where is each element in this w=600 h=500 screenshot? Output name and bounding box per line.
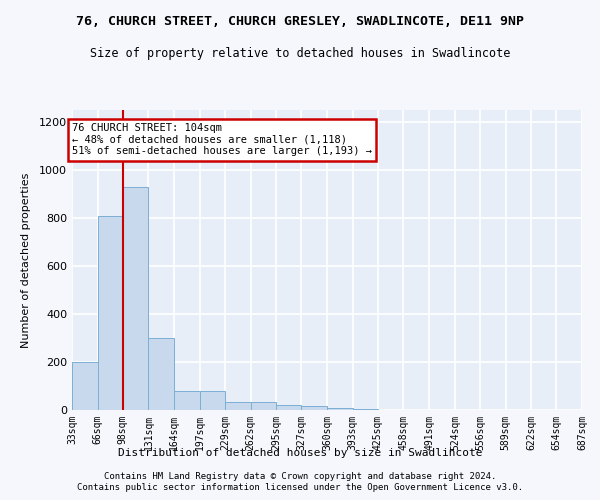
Text: 76 CHURCH STREET: 104sqm
← 48% of detached houses are smaller (1,118)
51% of sem: 76 CHURCH STREET: 104sqm ← 48% of detach… xyxy=(72,123,372,156)
Bar xyxy=(122,187,148,410)
Bar xyxy=(251,402,277,410)
Text: Contains public sector information licensed under the Open Government Licence v3: Contains public sector information licen… xyxy=(77,484,523,492)
Text: Size of property relative to detached houses in Swadlincote: Size of property relative to detached ho… xyxy=(90,48,510,60)
Bar xyxy=(200,391,225,410)
Text: Distribution of detached houses by size in Swadlincote: Distribution of detached houses by size … xyxy=(118,448,482,458)
Bar xyxy=(72,362,98,410)
Bar xyxy=(327,408,353,410)
Text: 76, CHURCH STREET, CHURCH GRESLEY, SWADLINCOTE, DE11 9NP: 76, CHURCH STREET, CHURCH GRESLEY, SWADL… xyxy=(76,15,524,28)
Bar xyxy=(225,402,251,410)
Bar xyxy=(301,406,327,410)
Text: Contains HM Land Registry data © Crown copyright and database right 2024.: Contains HM Land Registry data © Crown c… xyxy=(104,472,496,481)
Bar xyxy=(277,405,301,410)
Bar xyxy=(148,338,174,410)
Bar xyxy=(174,391,200,410)
Bar xyxy=(98,216,122,410)
Y-axis label: Number of detached properties: Number of detached properties xyxy=(20,172,31,348)
